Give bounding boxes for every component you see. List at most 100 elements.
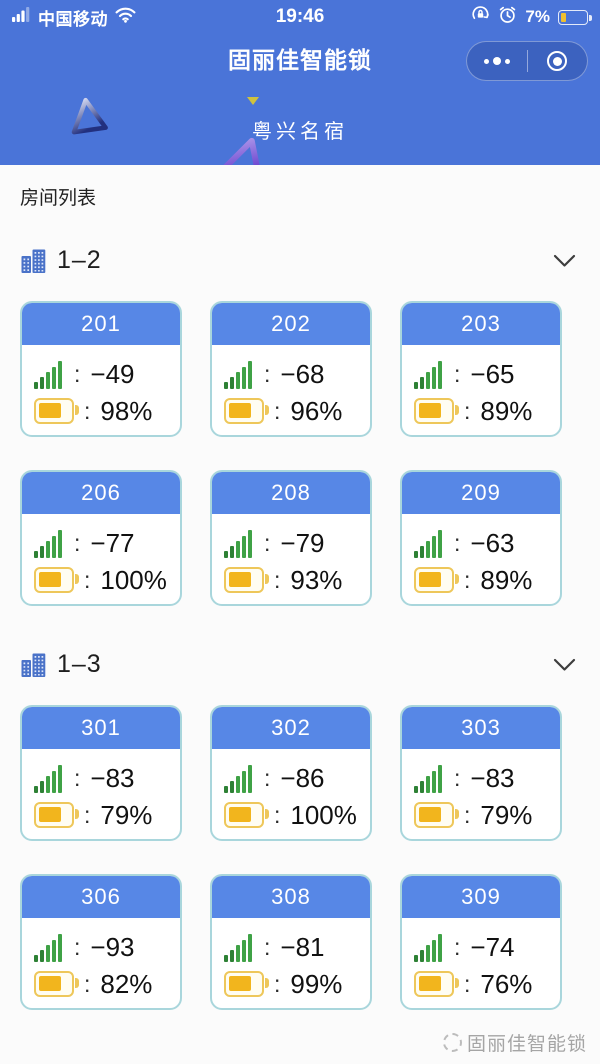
- battery-icon: [224, 398, 269, 424]
- status-battery-icon: [558, 9, 592, 25]
- separator: :: [274, 801, 281, 828]
- room-card[interactable]: 206 : −77 :100%: [20, 470, 182, 606]
- room-card[interactable]: 202 : −68 :96%: [210, 301, 372, 437]
- battery-value: 100%: [100, 564, 167, 595]
- room-number: 303: [402, 707, 560, 749]
- app-title: 固丽佳智能锁: [228, 47, 372, 73]
- separator: :: [454, 360, 461, 387]
- watermark-text: 固丽佳智能锁: [466, 1034, 587, 1055]
- room-card[interactable]: 309 : −74 :76%: [400, 874, 562, 1010]
- separator: :: [274, 397, 281, 424]
- battery-value: 76%: [480, 968, 533, 999]
- stamp-logo-icon: [442, 1033, 462, 1052]
- signal-bars-icon: [414, 529, 446, 558]
- separator: :: [454, 764, 461, 791]
- separator: :: [264, 933, 271, 960]
- battery-icon: [414, 802, 459, 828]
- separator: :: [84, 566, 91, 593]
- signal-bars-icon: [224, 529, 256, 558]
- signal-bars-icon: [34, 933, 66, 962]
- signal-bars-icon: [414, 360, 446, 389]
- chevron-down-icon[interactable]: [553, 658, 576, 672]
- separator: :: [464, 566, 471, 593]
- status-bar: 中国移动 19:46: [0, 0, 600, 34]
- room-card[interactable]: 201 : −49 :98%: [20, 301, 182, 437]
- room-number: 301: [22, 707, 180, 749]
- separator: :: [74, 360, 81, 387]
- battery-value: 96%: [290, 395, 343, 426]
- room-card[interactable]: 209 : −63 :89%: [400, 470, 562, 606]
- signal-bars-icon: [414, 933, 446, 962]
- battery-percent-label: 7%: [525, 7, 550, 26]
- battery-icon: [414, 971, 459, 997]
- app-header: 中国移动 19:46: [0, 0, 600, 165]
- battery-icon: [414, 567, 459, 593]
- more-dots-icon: [483, 57, 510, 65]
- battery-value: 79%: [480, 799, 533, 830]
- separator: :: [464, 801, 471, 828]
- signal-bars-icon: [34, 360, 66, 389]
- battery-icon: [34, 971, 79, 997]
- room-number: 302: [212, 707, 370, 749]
- wifi-icon: [115, 7, 136, 28]
- battery-value: 89%: [480, 564, 533, 595]
- room-card[interactable]: 308 : −81 :99%: [210, 874, 372, 1010]
- venue-banner: 粤兴名宿: [0, 90, 600, 165]
- room-number: 203: [402, 303, 560, 345]
- more-options-button[interactable]: [467, 42, 527, 80]
- room-card[interactable]: 302 : −86 :100%: [210, 705, 372, 841]
- separator: :: [84, 970, 91, 997]
- venue-name: 粤兴名宿: [252, 121, 348, 143]
- alarm-clock-icon: [498, 5, 517, 29]
- battery-value: 99%: [290, 968, 343, 999]
- room-card[interactable]: 208 : −79 :93%: [210, 470, 372, 606]
- room-card[interactable]: 306 : −93 :82%: [20, 874, 182, 1010]
- room-card[interactable]: 301 : −83 :79%: [20, 705, 182, 841]
- signal-value: −81: [280, 931, 325, 962]
- battery-icon: [414, 398, 459, 424]
- room-number: 306: [22, 876, 180, 918]
- capsule-divider: [526, 50, 528, 72]
- room-number: 202: [212, 303, 370, 345]
- battery-icon: [34, 567, 79, 593]
- signal-bars-icon: [224, 360, 256, 389]
- signal-value: −93: [90, 931, 135, 962]
- section-label: 1–3: [57, 650, 102, 678]
- section-header-1-2[interactable]: 1–2: [0, 246, 600, 275]
- building-icon: [20, 248, 47, 274]
- signal-value: −83: [470, 762, 515, 793]
- battery-value: 100%: [290, 799, 357, 830]
- battery-icon: [34, 802, 79, 828]
- signal-value: −49: [90, 358, 135, 389]
- battery-icon: [224, 802, 269, 828]
- separator: :: [74, 529, 81, 556]
- miniprogram-capsule: [466, 41, 588, 81]
- room-card[interactable]: 203 : −65 :89%: [400, 301, 562, 437]
- room-number: 308: [212, 876, 370, 918]
- minimize-button[interactable]: [528, 42, 588, 80]
- nav-bar: 固丽佳智能锁: [0, 34, 600, 90]
- room-number: 208: [212, 472, 370, 514]
- battery-value: 93%: [290, 564, 343, 595]
- signal-bars-icon: [414, 764, 446, 793]
- signal-value: −63: [470, 527, 515, 558]
- section-header-1-3[interactable]: 1–3: [0, 650, 600, 679]
- battery-value: 79%: [100, 799, 153, 830]
- battery-icon: [224, 567, 269, 593]
- building-icon: [20, 652, 47, 678]
- page-title: 房间列表: [20, 188, 97, 209]
- room-card[interactable]: 303 : −83 :79%: [400, 705, 562, 841]
- signal-bars-icon: [34, 764, 66, 793]
- chevron-down-icon[interactable]: [553, 254, 576, 268]
- signal-value: −68: [280, 358, 325, 389]
- signal-value: −74: [470, 931, 515, 962]
- decor-triangle-purple-icon: [214, 135, 276, 165]
- section-label: 1–2: [57, 246, 102, 274]
- signal-value: −79: [280, 527, 325, 558]
- signal-value: −86: [280, 762, 325, 793]
- decor-triangle-small-icon: [247, 97, 259, 105]
- decor-triangle-icon: [66, 96, 110, 143]
- cellular-signal-icon: [12, 7, 31, 27]
- signal-value: −65: [470, 358, 515, 389]
- separator: :: [84, 801, 91, 828]
